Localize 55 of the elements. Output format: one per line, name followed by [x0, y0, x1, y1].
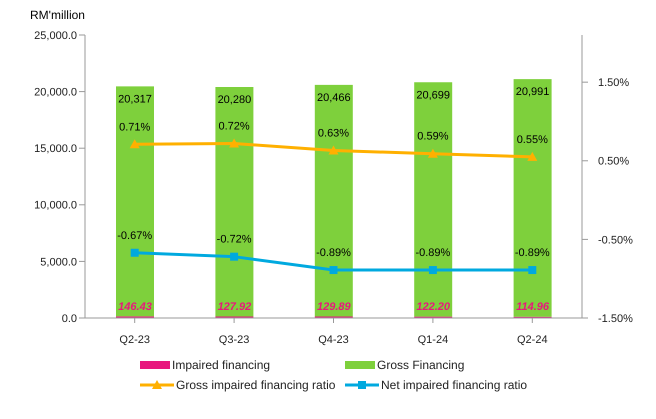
data-label: 0.63% [318, 128, 350, 140]
legend-label: Impaired financing [172, 358, 270, 372]
y-tick-label: 5,000.0 [40, 256, 77, 268]
y-tick-label: 15,000.0 [34, 143, 77, 156]
x-tick-label: Q2-24 [517, 334, 548, 346]
data-label: 122.20 [416, 301, 451, 313]
data-label: 0.71% [119, 121, 151, 134]
data-label: 20,317 [118, 93, 152, 106]
y-tick-label: 0.0 [62, 312, 77, 325]
point [230, 252, 238, 261]
y-tick-label: 25,000.0 [34, 30, 77, 42]
data-label: 0.72% [218, 120, 250, 132]
data-label: 20,280 [218, 94, 252, 106]
bar [414, 82, 452, 317]
y-axis-title: RM'million [30, 8, 85, 22]
data-label: 127.92 [218, 301, 252, 313]
data-label: 0.55% [516, 134, 548, 146]
bar [514, 79, 552, 317]
data-label: 20,699 [416, 89, 450, 102]
data-label: -0.89% [415, 247, 451, 260]
point [527, 152, 538, 161]
data-label: 20,991 [516, 86, 550, 98]
legend-label: Gross Financing [377, 358, 464, 372]
data-label: -0.72% [216, 234, 252, 246]
y-tick-label: 20,000.0 [34, 86, 77, 99]
x-tick-label: Q2-23 [119, 334, 150, 346]
bar [314, 84, 353, 317]
y2-tick-label: -1.50% [598, 312, 634, 325]
data-label: 114.96 [516, 301, 550, 313]
x-tick-label: Q3-23 [218, 334, 250, 346]
y2-tick-label: 0.50% [598, 156, 630, 168]
point [428, 148, 438, 158]
data-label: -0.89% [514, 247, 550, 260]
point [428, 266, 437, 274]
data-label: 129.89 [316, 301, 352, 313]
legend-label: Gross impaired financing ratio [176, 378, 336, 392]
point [528, 266, 536, 274]
data-label: 0.59% [417, 130, 449, 143]
data-label: -0.89% [316, 247, 352, 260]
bar [116, 86, 154, 316]
point [130, 248, 139, 257]
point [328, 146, 338, 155]
data-label: 146.43 [118, 301, 152, 313]
y2-tick-label: -0.50% [598, 234, 634, 246]
data-label: 20,466 [316, 92, 351, 104]
legend-label: Net impaired financing ratio [381, 378, 528, 392]
bar [215, 86, 254, 317]
x-tick-label: Q1-24 [418, 334, 448, 346]
point [229, 138, 240, 148]
point [330, 266, 338, 274]
y-tick-label: 10,000.0 [34, 200, 77, 212]
x-tick-label: Q4-23 [318, 334, 349, 346]
data-label: -0.67% [117, 230, 152, 242]
point [130, 139, 140, 148]
y2-tick-label: 1.50% [598, 77, 630, 90]
